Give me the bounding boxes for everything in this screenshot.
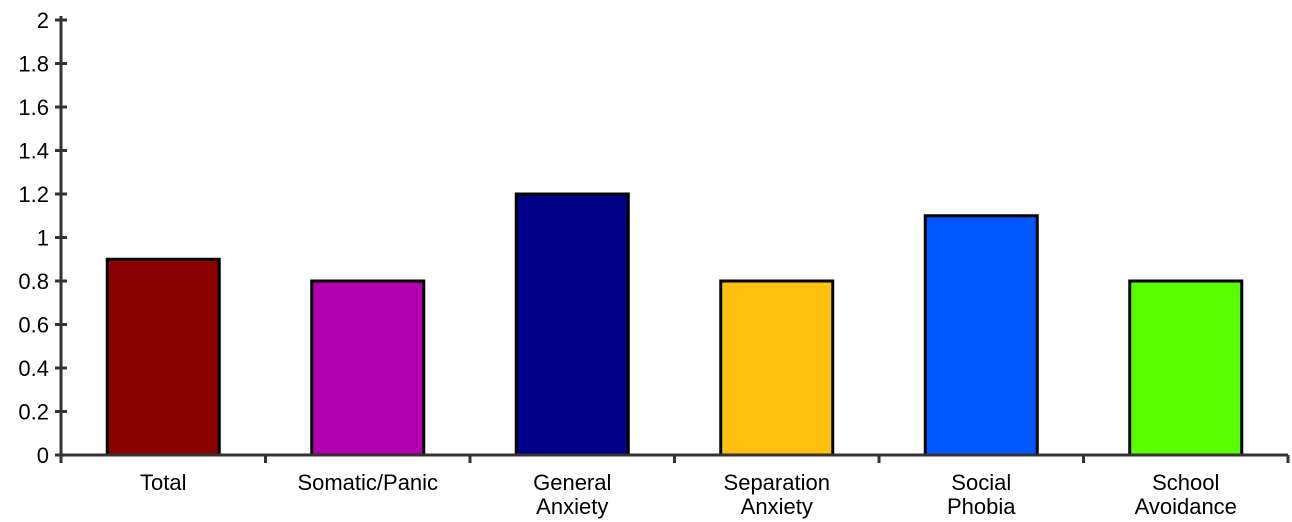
y-tick-label: 1.4 bbox=[18, 139, 49, 164]
y-tick-label: 1.6 bbox=[18, 95, 49, 120]
x-tick-label: Total bbox=[140, 470, 186, 495]
x-tick-label: Social Phobia bbox=[947, 470, 1016, 519]
bar bbox=[105, 257, 221, 457]
bar bbox=[310, 279, 426, 457]
y-axis-ticks: 0 0.2 0.4 0.6 0.8 1 1.2 1.4 1.6 1.8 2 bbox=[18, 8, 67, 468]
bars bbox=[105, 192, 1244, 457]
x-tick-label-line: School bbox=[1152, 470, 1219, 495]
y-tick-label: 1.2 bbox=[18, 182, 49, 207]
bar bbox=[514, 192, 630, 457]
y-tick-label: 1 bbox=[37, 226, 49, 251]
y-tick-label: 0.8 bbox=[18, 269, 49, 294]
bar bbox=[923, 214, 1039, 457]
x-tick-label: Somatic/Panic bbox=[297, 470, 438, 495]
y-tick-label: 1.8 bbox=[18, 52, 49, 77]
x-tick-label: Separation Anxiety bbox=[724, 470, 830, 519]
y-tick-label: 0.6 bbox=[18, 313, 49, 338]
x-tick-label-line: Avoidance bbox=[1135, 494, 1237, 519]
x-tick-label: School Avoidance bbox=[1135, 470, 1237, 519]
x-tick-label-line: Social bbox=[951, 470, 1011, 495]
y-tick-label: 0 bbox=[37, 443, 49, 468]
x-tick-label: General Anxiety bbox=[533, 470, 611, 519]
x-tick-label-line: Total bbox=[140, 470, 186, 495]
x-tick-label-line: Somatic/Panic bbox=[297, 470, 438, 495]
x-axis-labels: Total Somatic/Panic General AnxietySeparati… bbox=[140, 470, 1237, 519]
bar bbox=[1128, 279, 1244, 457]
x-tick-label-line: Anxiety bbox=[741, 494, 813, 519]
y-tick-label: 0.2 bbox=[18, 400, 49, 425]
x-tick-label-line: Anxiety bbox=[536, 494, 608, 519]
x-tick-label-line: Separation bbox=[724, 470, 830, 495]
x-tick-label-line: General bbox=[533, 470, 611, 495]
x-tick-label-line: Phobia bbox=[947, 494, 1016, 519]
y-tick-label: 0.4 bbox=[18, 356, 49, 381]
bar bbox=[719, 279, 835, 457]
y-tick-label: 2 bbox=[37, 8, 49, 33]
